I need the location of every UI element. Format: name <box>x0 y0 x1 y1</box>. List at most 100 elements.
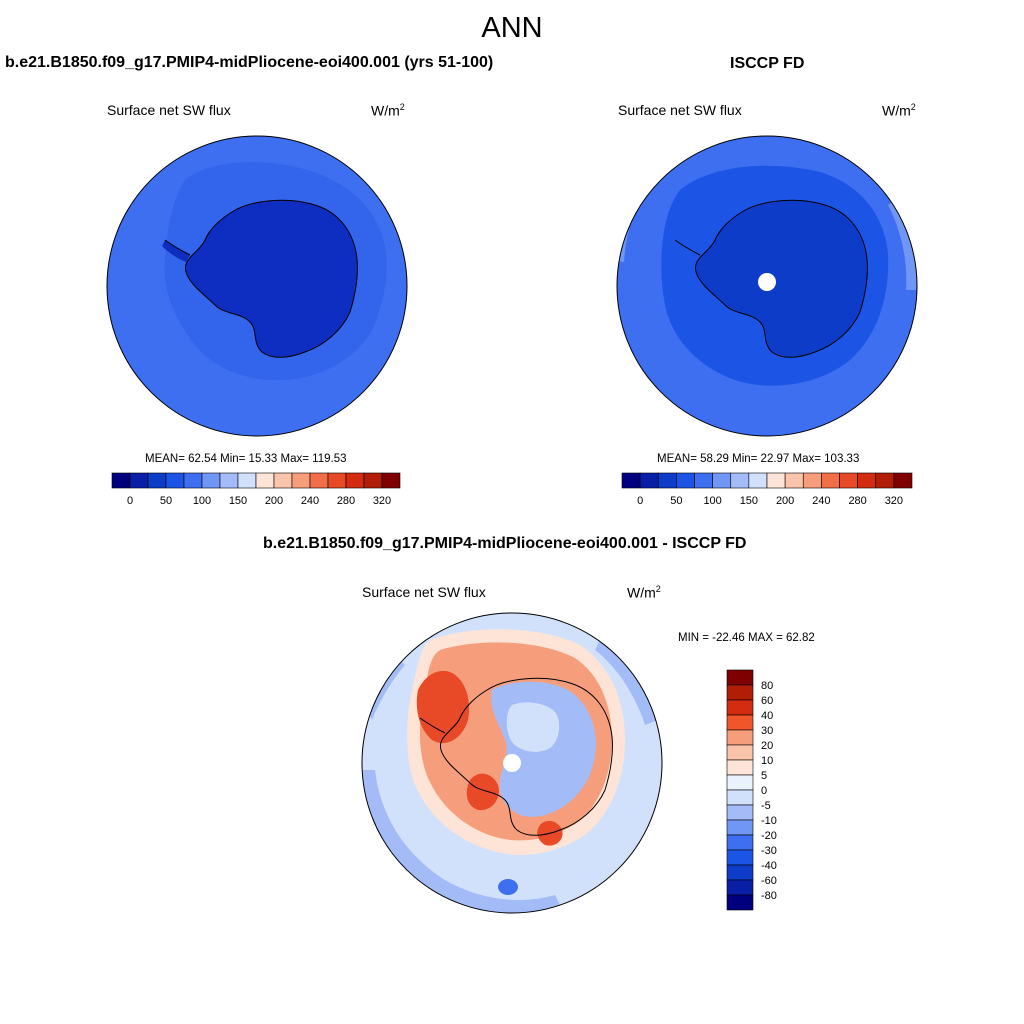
panel-3-variable-label: Surface net SW flux <box>362 584 486 600</box>
panel-2-colorbar-box <box>802 472 822 489</box>
panel-1-coastline <box>184 199 358 358</box>
panel-2-colorbar-box <box>712 472 732 489</box>
panel-1-colorbar-box <box>291 472 311 489</box>
panel-2-outer-light-band-right <box>888 200 917 290</box>
panel-3-colorbar-box <box>726 894 754 911</box>
panel-1-colorbar-box <box>111 472 131 489</box>
panel-2-coastline <box>694 199 868 358</box>
panel-2-colorbar-box <box>875 472 895 489</box>
panel-1-colorbar-tick-label: 320 <box>373 495 391 507</box>
panel-3-pole-hole <box>503 754 521 772</box>
panel-1-colorbar-tick-label: 100 <box>193 495 211 507</box>
panel-3-colorbar-tick-label: 5 <box>761 770 767 782</box>
panel-3-colorbar-box <box>726 759 754 776</box>
panel-3-colorbar-tick-label: -30 <box>761 845 777 857</box>
panel-1-colorbar-box <box>327 472 347 489</box>
panel-3-colorbar-box <box>726 729 754 746</box>
panel-3-colorbar-tick-label: -10 <box>761 815 777 827</box>
panel-1-stats: MEAN= 62.54 Min= 15.33 Max= 119.53 <box>145 453 347 465</box>
panel-2-colorbar-tick-label: 320 <box>885 495 903 507</box>
panel-3-colorbar: 80 60 40 30 20 10 5 0 -5 -10 -20 -30 -40 -60 -80 <box>726 669 777 911</box>
panel-1-units: W/m2 <box>371 102 405 119</box>
panel-1-colorbar-box <box>237 472 257 489</box>
panel-2-colorbar: 0 50 100 150 200 240 280 320 <box>621 472 913 507</box>
panel-1-variable-label: Surface net SW flux <box>107 102 231 118</box>
panel-3-colorbar-tick-label: -60 <box>761 875 777 887</box>
panel-3-antarctica-interior-near-zero <box>506 702 560 752</box>
panel-3-colorbar-tick-label: 60 <box>761 695 773 707</box>
panel-2-map <box>617 136 917 436</box>
panel-1-colorbar-tick-label: 200 <box>265 495 283 507</box>
panel-3-stats: MIN = -22.46 MAX = 62.82 <box>678 632 815 644</box>
panel-3-map-border <box>361 612 663 914</box>
panel-3-colorbar-tick-label: -20 <box>761 830 777 842</box>
panel-2-colorbar-box <box>766 472 786 489</box>
panel-1-antarctica-low-flux <box>185 200 358 358</box>
panel-3-colorbar-box <box>726 714 754 731</box>
panel-3-peninsula-coast <box>419 717 446 734</box>
panel-3-colorbar-tick-label: 40 <box>761 710 773 722</box>
panel-3-colorbar-tick-label: 20 <box>761 740 773 752</box>
panel-3-colorbar-box <box>726 864 754 881</box>
panel-3-colorbar-box <box>726 849 754 866</box>
panel-3-colorbar-tick-label: -40 <box>761 860 777 872</box>
panel-3-negative-blob-south <box>498 879 518 895</box>
panel-3-colorbar-box <box>726 744 754 761</box>
panel-3-colorbar-box <box>726 684 754 701</box>
panel-1-peninsula-coast <box>164 239 191 256</box>
panel-2-stats: MEAN= 58.29 Min= 22.97 Max= 103.33 <box>657 453 860 465</box>
panel-1-colorbar-box <box>345 472 365 489</box>
panel-2-colorbar-box <box>893 472 913 489</box>
panel-3-colorbar-tick-label: -80 <box>761 890 777 902</box>
panel-3-right-blue-band <box>595 640 658 725</box>
panel-2-colorbar-tick-label: 0 <box>637 495 643 507</box>
panel-2-colorbar-box <box>784 472 804 489</box>
panel-2-colorbar-box <box>676 472 695 489</box>
panel-2-colorbar-tick-label: 50 <box>670 495 682 507</box>
panel-3-colorbar-box <box>726 789 754 806</box>
panel-3-colorbar-tick-label: 80 <box>761 680 773 692</box>
panel-1-colorbar-box <box>147 472 167 489</box>
panel-1-colorbar-box <box>183 472 203 489</box>
panel-3-colorbar-tick-label: 10 <box>761 755 773 767</box>
panel-2-colorbar-box <box>639 472 659 489</box>
panel-1-colorbar-tick-label: 0 <box>127 495 133 507</box>
panel-1-map <box>107 136 407 436</box>
panel-2-colorbar-tick-label: 280 <box>848 495 866 507</box>
panel-3-title: b.e21.B1850.f09_g17.PMIP4-midPliocene-eo… <box>263 535 747 552</box>
panel-2-colorbar-tick-label: 150 <box>740 495 758 507</box>
panel-3-colorbar-box <box>726 834 754 851</box>
panel-2-map-border <box>616 135 918 437</box>
panel-2-variable-label: Surface net SW flux <box>618 102 742 118</box>
panel-3-map <box>362 613 662 913</box>
panel-2-colorbar-box <box>730 472 750 489</box>
panel-3-colorbar-tick-label: 0 <box>761 785 767 797</box>
panel-2-colorbar-tick-label: 100 <box>703 495 721 507</box>
panel-1-colorbar-tick-label: 50 <box>160 495 172 507</box>
panel-3-strong-positive-center <box>466 773 499 811</box>
panel-1-peninsula <box>162 240 190 262</box>
panel-2-colorbar-tick-label: 200 <box>776 495 794 507</box>
panel-2-pole-hole <box>758 273 776 291</box>
panel-3-colorbar-tick-label: -5 <box>761 800 771 812</box>
panel-3-colorbar-tick-label: 30 <box>761 725 773 737</box>
panel-3-colorbar-box <box>726 699 754 716</box>
panel-1-colorbar-box <box>219 472 239 489</box>
panel-3-colorbar-box <box>726 669 754 686</box>
panel-2-colorbar-box <box>821 472 840 489</box>
panel-3-colorbar-box <box>726 774 754 791</box>
panel-1-colorbar-box <box>201 472 221 489</box>
panel-3-coastline <box>439 677 613 836</box>
panel-2-colorbar-box <box>657 472 677 489</box>
panel-2-antarctica-low-flux <box>695 200 868 358</box>
panel-1-colorbar-box <box>255 472 275 489</box>
panel-1-colorbar-tick-label: 150 <box>229 495 247 507</box>
figure-title: ANN <box>481 12 543 44</box>
panel-1-colorbar-box <box>129 472 149 489</box>
panel-1-title: b.e21.B1850.f09_g17.PMIP4-midPliocene-eo… <box>5 54 494 71</box>
panel-3-colorbar-box <box>726 879 754 896</box>
panel-1-colorbar: 0 50 100 150 200 240 280 320 <box>111 472 401 507</box>
panel-1-map-border <box>106 135 408 437</box>
panel-1-colorbar-tick-label: 240 <box>301 495 319 507</box>
panel-1-colorbar-box <box>309 472 329 489</box>
